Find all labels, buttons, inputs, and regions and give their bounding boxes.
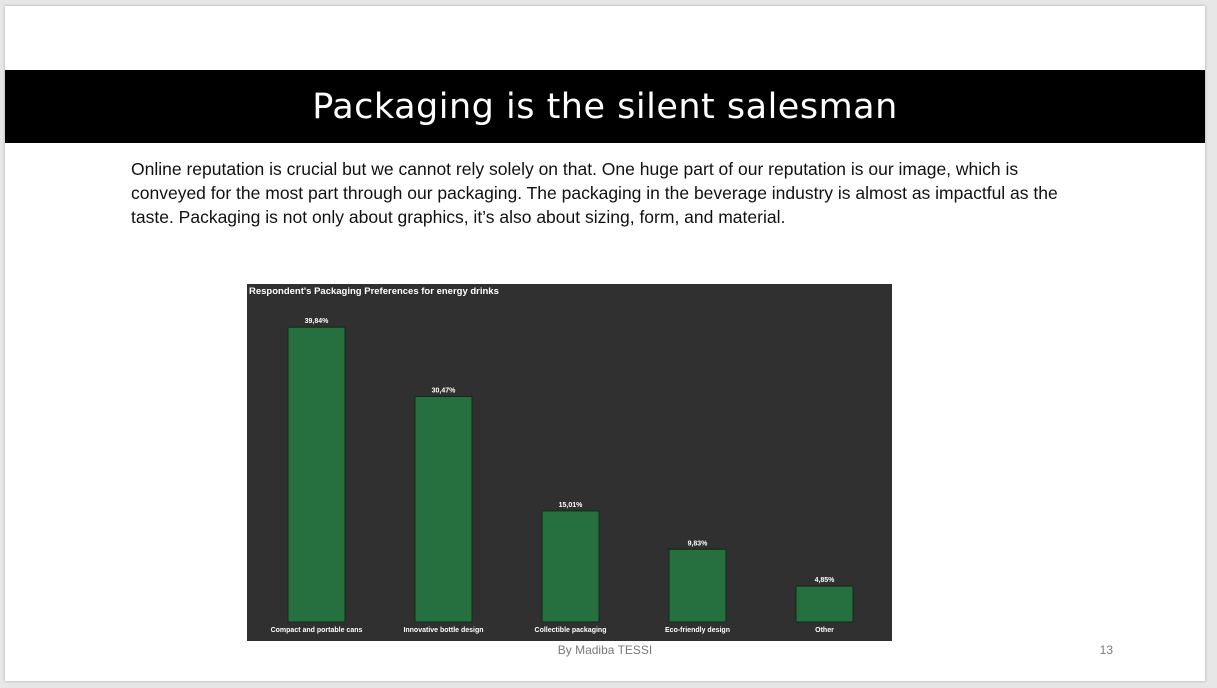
- data-label-0: 39,84%: [305, 318, 330, 325]
- category-label-0: Compact and portable cans: [271, 627, 363, 634]
- bar-chart: Respondent's Packaging Preferences for e…: [249, 286, 854, 634]
- bar-3: [668, 548, 727, 623]
- chart-container: Respondent's Packaging Preferences for e…: [247, 284, 892, 641]
- category-label-2: Collectible packaging: [535, 627, 607, 634]
- category-label-4: Other: [815, 627, 834, 634]
- category-label-3: Eco-friendly design: [665, 627, 730, 634]
- page-number: 13: [1099, 643, 1113, 657]
- title-bar: Packaging is the silent salesman: [5, 70, 1205, 143]
- bar-0: [287, 326, 346, 623]
- slide-body-text: Online reputation is crucial but we cann…: [131, 159, 1058, 227]
- data-label-3: 9,83%: [688, 540, 709, 547]
- slide: Packaging is the silent salesman Online …: [5, 6, 1205, 681]
- bar-2: [541, 510, 600, 623]
- chart-title: Respondent's Packaging Preferences for e…: [249, 286, 499, 297]
- data-label-1: 30,47%: [432, 388, 457, 395]
- data-label-2: 15,01%: [559, 502, 584, 509]
- bar-4: [795, 585, 854, 623]
- slide-title: Packaging is the silent salesman: [312, 86, 898, 127]
- data-label-4: 4,85%: [815, 577, 836, 584]
- footer-author: By Madiba TESSI: [557, 643, 653, 657]
- category-label-1: Innovative bottle design: [403, 627, 483, 634]
- bar-1: [414, 396, 473, 623]
